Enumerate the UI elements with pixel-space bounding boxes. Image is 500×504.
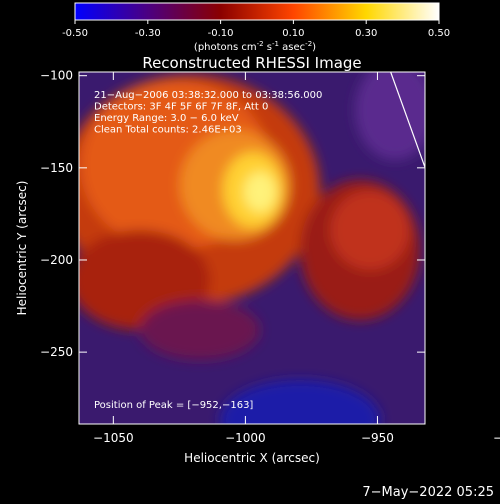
y-axis-ticks: −100 −150 −200 −250 (40, 69, 425, 359)
y-tick-label: −150 (40, 161, 73, 175)
x-tick-label: −950 (361, 431, 394, 445)
colorbar-tick-label: -0.50 (62, 28, 88, 39)
colorbar-tick-label: -0.30 (135, 28, 161, 39)
colorbar-unit-label: (photons cm-2 s-1 asec-2) (194, 40, 316, 53)
x-axis-ticks: −1050 −1000 −950 −900 (93, 72, 500, 445)
y-axis-label: Heliocentric Y (arcsec) (15, 181, 29, 316)
colorbar-tick-label: 0.10 (282, 28, 304, 39)
footer-date: 7−May−2022 05:25 (362, 485, 494, 500)
heatmap-blobs (79, 72, 425, 424)
x-tick-label: −1050 (93, 431, 134, 445)
y-tick-label: −100 (40, 69, 73, 83)
annotation-block: 21−Aug−2006 03:38:32.000 to 03:38:56.000… (94, 90, 322, 136)
colorbar-tick-label: 0.30 (355, 28, 377, 39)
peak-position-label: Position of Peak = [−952,−163] (94, 400, 253, 411)
x-axis-label: Heliocentric X (arcsec) (184, 451, 320, 465)
chart-title: Reconstructed RHESSI Image (142, 54, 361, 72)
y-tick-label: −250 (40, 345, 73, 359)
solar-limb-line (390, 72, 425, 170)
x-tick-label: −1000 (225, 431, 266, 445)
annotation-line: Detectors: 3F 4F 5F 6F 7F 8F, Att 0 (94, 102, 268, 113)
annotation-line: Clean Total counts: 2.46E+03 (94, 125, 242, 136)
colorbar-tick-label: 0.50 (428, 28, 450, 39)
colorbar: -0.50 -0.30 -0.10 0.10 0.30 0.50 (photons cm-… (62, 2, 450, 53)
colorbar-ticks: -0.50 -0.30 -0.10 0.10 0.30 0.50 (62, 20, 450, 39)
annotation-line: Energy Range: 3.0 − 6.0 keV (94, 113, 239, 124)
colorbar-tick-label: -0.10 (208, 28, 234, 39)
x-tick-label: −900 (493, 431, 500, 445)
plot-frame (78, 71, 426, 425)
heatmap-image (79, 72, 425, 424)
annotation-line: 21−Aug−2006 03:38:32.000 to 03:38:56.000 (94, 90, 322, 101)
y-tick-label: −200 (40, 253, 73, 267)
colorbar-gradient (74, 2, 440, 21)
